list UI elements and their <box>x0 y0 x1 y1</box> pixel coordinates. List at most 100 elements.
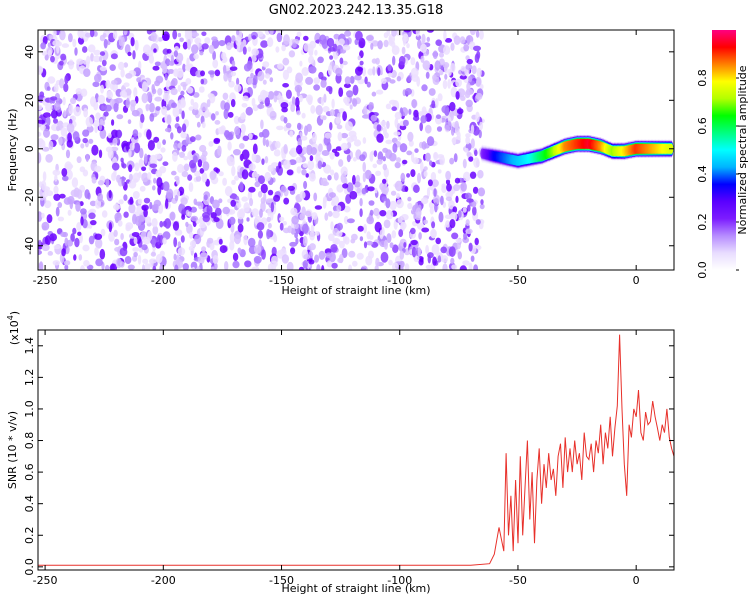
spectrogram-noise-cell <box>199 222 207 229</box>
spectrogram-noise-cell <box>329 109 335 117</box>
spectrogram-noise-cell <box>187 211 192 217</box>
spectrogram-noise-cell <box>359 60 364 66</box>
spectrogram-noise-cell <box>269 30 274 35</box>
spectrogram-noise-cell <box>139 147 144 159</box>
spectrogram-noise-cell <box>401 46 406 55</box>
spectrogram-noise-cell <box>291 215 299 225</box>
spectrogram-noise-cell <box>444 121 452 131</box>
spectrogram-noise-cell <box>420 197 429 205</box>
spectrogram-noise-cell <box>76 58 84 65</box>
spectrogram-noise-cell <box>406 43 410 49</box>
spectrogram-noise-cell <box>39 124 46 131</box>
spectrogram-noise-cell <box>470 255 475 262</box>
spectrogram-noise-cell <box>265 139 269 148</box>
spectrogram-noise-cell <box>129 196 134 205</box>
spectrogram-noise-cell <box>328 192 336 198</box>
spectrogram-noise-cell <box>78 254 83 261</box>
spectrogram-noise-cell <box>222 92 229 101</box>
spectrogram-noise-cell <box>121 176 125 187</box>
spectrogram-noise-cell <box>119 90 128 98</box>
spectrogram-noise-cell <box>87 44 96 53</box>
spectrogram-noise-cell <box>132 129 139 137</box>
spectrogram-noise-cell <box>299 60 303 67</box>
snr-y-tick-label: 0.6 <box>23 463 36 481</box>
spectrogram-noise-cell <box>463 44 470 52</box>
spectrogram-noise-cell <box>210 212 217 219</box>
spectrogram-noise-cell <box>277 63 284 70</box>
spectrogram-noise-cell <box>462 158 467 169</box>
spectrogram-y-ticks: -40 -20 0 20 40 <box>23 45 674 255</box>
spectrogram-noise-cell <box>80 208 87 215</box>
spectrogram-noise-cell <box>47 251 53 256</box>
spectrogram-noise-cell <box>200 70 205 77</box>
spectrogram-noise-cell <box>230 71 237 77</box>
spectrogram-noise-cell <box>162 63 168 74</box>
spectrogram-noise-cell <box>295 97 300 108</box>
spectrogram-noise-cell <box>441 255 449 263</box>
spectrogram-noise-cell <box>335 146 342 152</box>
spectrogram-noise-cell <box>346 154 351 163</box>
spectrogram-noise-cell <box>301 169 307 176</box>
spectrogram-noise-cell <box>263 192 267 203</box>
spectrogram-noise-cell <box>131 109 140 117</box>
spectrogram-noise-cell <box>365 255 373 266</box>
spectrogram-noise-cell <box>328 86 333 95</box>
spectrogram-noise-cell <box>453 35 461 45</box>
spectrogram-noise-cell <box>230 99 236 108</box>
spectrogram-noise-cell <box>115 258 123 269</box>
spectrogram-noise-cell <box>46 116 51 127</box>
spectrogram-noise-cell <box>212 59 219 69</box>
spectrogram-noise-cell <box>399 124 407 131</box>
spectrogram-noise-cell <box>258 175 265 185</box>
spectrogram-noise-cell <box>88 138 94 144</box>
spectrogram-noise-cell <box>217 145 222 156</box>
spectrogram-noise-cell <box>421 84 428 92</box>
spectrogram-noise-cell <box>244 260 252 268</box>
spectrogram-noise-cell <box>280 185 287 193</box>
spectrogram-noise-cell <box>270 202 275 213</box>
spectrogram-noise-cell <box>111 119 115 126</box>
spectrogram-noise-cell <box>328 233 335 242</box>
spectrogram-noise-cell <box>359 236 364 242</box>
snr-y-scale-label: (x104) <box>6 311 21 345</box>
spectrogram-noise-cell <box>63 110 67 118</box>
spectrogram-noise-cell <box>180 197 188 205</box>
spectrogram-noise-cell <box>357 55 361 61</box>
spectrogram-noise-cell <box>431 221 436 229</box>
spectrogram-noise-cell <box>156 141 162 150</box>
spectrogram-noise-cell <box>298 94 303 103</box>
spectrogram-noise-cell <box>260 40 268 48</box>
spectrogram-noise-cell <box>444 38 453 43</box>
spectrogram-noise-cell <box>231 35 236 43</box>
spectrogram-noise-cell <box>44 54 49 61</box>
spectrogram-noise-cell <box>72 38 77 48</box>
spectrogram-noise-cell <box>174 46 179 52</box>
spectrogram-noise-cell <box>52 169 61 176</box>
spectrogram-noise-cell <box>466 151 472 158</box>
spectrogram-noise-cell <box>451 264 458 270</box>
spectrogram-noise-cell <box>374 221 382 233</box>
spectrogram-noise-cell <box>192 108 199 116</box>
spectrogram-noise-cell <box>114 238 120 246</box>
spectrogram-noise-cell <box>280 102 289 109</box>
spectrogram-noise-cell <box>455 78 462 88</box>
spectrogram-noise-cell <box>390 190 397 196</box>
spectrogram-noise-cell <box>50 134 59 141</box>
spectrogram-noise-cell <box>430 171 437 182</box>
spectrogram-noise-cell <box>75 88 83 95</box>
spectrogram-noise-cell <box>67 132 72 143</box>
spectrogram-noise-cell <box>386 233 392 244</box>
spectrogram-noise-cell <box>285 122 292 129</box>
spectrogram-noise-cell <box>53 185 59 195</box>
spectrogram-noise-cell <box>76 156 82 164</box>
spectrogram-noise-cell <box>117 220 123 227</box>
spectrogram-noise-cell <box>389 99 397 105</box>
spectrogram-noise-cell <box>77 30 84 38</box>
spectrogram-noise-cell <box>398 55 406 66</box>
spectrogram-noise-cell <box>149 201 153 210</box>
spectrogram-noise-cell <box>101 59 107 67</box>
spectrogram-noise-cell <box>133 87 138 98</box>
spectrogram-noise-cell <box>227 141 232 151</box>
spectrogram-noise-cell <box>211 36 218 42</box>
spectrogram-noise-cell <box>94 165 102 173</box>
